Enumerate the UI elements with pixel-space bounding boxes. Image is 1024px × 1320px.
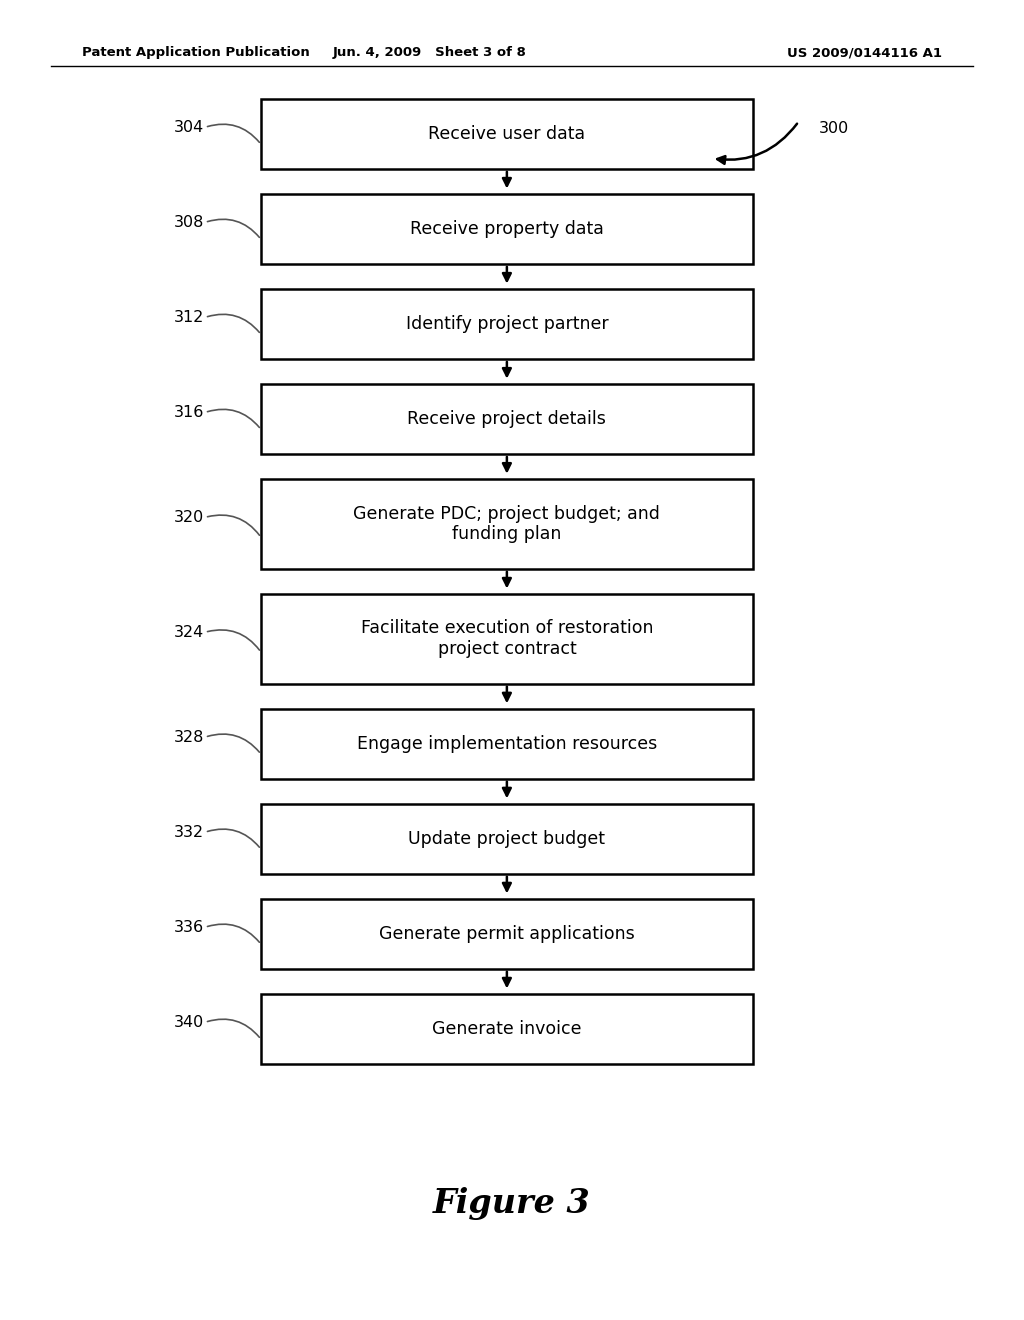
- Text: Identify project partner: Identify project partner: [406, 315, 608, 333]
- Text: 340: 340: [174, 1015, 205, 1030]
- Text: 304: 304: [174, 120, 205, 135]
- Text: Engage implementation resources: Engage implementation resources: [356, 735, 657, 752]
- Bar: [261, 994, 753, 1064]
- Text: Update project budget: Update project budget: [409, 830, 605, 847]
- Text: 328: 328: [174, 730, 205, 744]
- Text: 324: 324: [174, 624, 205, 640]
- Bar: [261, 99, 753, 169]
- Text: Figure 3: Figure 3: [433, 1188, 591, 1220]
- Text: 316: 316: [174, 405, 205, 420]
- Text: Receive project details: Receive project details: [408, 411, 606, 428]
- Bar: [261, 594, 753, 684]
- Text: Jun. 4, 2009   Sheet 3 of 8: Jun. 4, 2009 Sheet 3 of 8: [333, 46, 527, 59]
- Text: Receive user data: Receive user data: [428, 125, 586, 143]
- Bar: [261, 289, 753, 359]
- Bar: [261, 899, 753, 969]
- Text: 332: 332: [174, 825, 204, 840]
- Text: Generate permit applications: Generate permit applications: [379, 925, 635, 942]
- Text: US 2009/0144116 A1: US 2009/0144116 A1: [787, 46, 942, 59]
- Text: 300: 300: [819, 120, 850, 136]
- Text: 308: 308: [174, 215, 205, 230]
- Text: 312: 312: [174, 310, 205, 325]
- Text: Facilitate execution of restoration
project contract: Facilitate execution of restoration proj…: [360, 619, 653, 659]
- Text: Generate invoice: Generate invoice: [432, 1020, 582, 1038]
- Text: Receive property data: Receive property data: [410, 220, 604, 238]
- Text: 320: 320: [174, 510, 205, 525]
- Text: 336: 336: [174, 920, 204, 935]
- Bar: [261, 709, 753, 779]
- Bar: [261, 804, 753, 874]
- Text: Generate PDC; project budget; and
funding plan: Generate PDC; project budget; and fundin…: [353, 504, 660, 544]
- Bar: [261, 384, 753, 454]
- Bar: [261, 194, 753, 264]
- Text: Patent Application Publication: Patent Application Publication: [82, 46, 309, 59]
- Bar: [261, 479, 753, 569]
